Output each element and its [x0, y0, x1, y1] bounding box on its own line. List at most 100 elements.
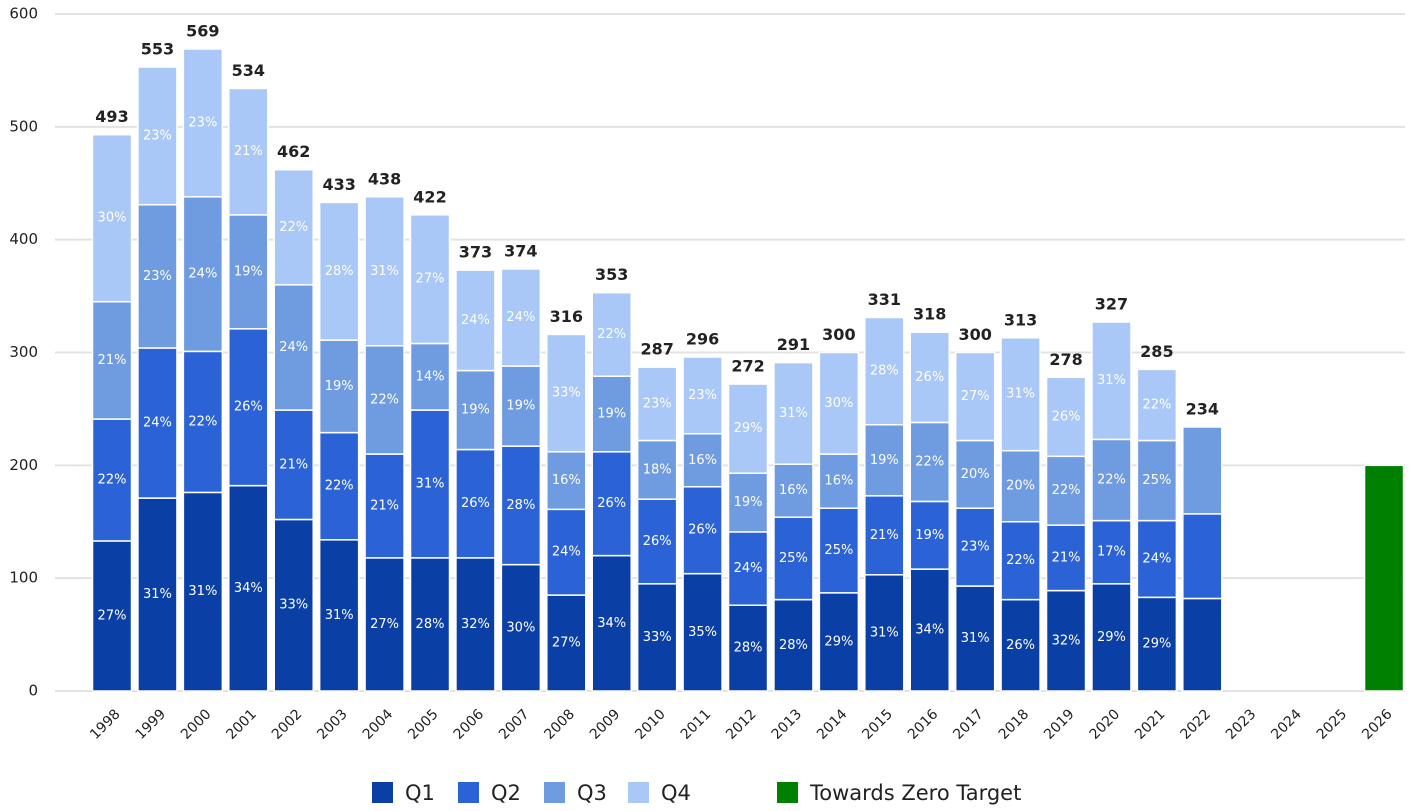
total-label: 300 — [958, 325, 991, 344]
segment-label: 19% — [506, 399, 535, 414]
segment-label: 19% — [915, 528, 944, 543]
bar-segment — [909, 421, 950, 503]
x-tick-label: 2009 — [587, 706, 624, 743]
bar-segment — [1182, 597, 1223, 692]
bar-segment — [818, 351, 860, 455]
bar-segment — [954, 585, 996, 692]
segment-label: 31% — [1006, 387, 1035, 402]
bar-segment — [1091, 583, 1132, 692]
bar-segment — [546, 508, 587, 596]
bar-segment — [91, 540, 133, 692]
segment-label: 34% — [234, 581, 263, 596]
bar-segment — [682, 356, 723, 435]
bar-segment — [409, 214, 451, 345]
x-tick-label: 2026 — [1359, 706, 1396, 743]
segment-label: 25% — [1142, 473, 1171, 488]
segment-label: 26% — [461, 496, 490, 511]
segment-label: 22% — [1142, 397, 1171, 412]
bar-segment — [773, 361, 814, 465]
bar-segment — [182, 350, 224, 494]
y-tick-label: 300 — [9, 343, 38, 361]
segment-label: 19% — [597, 406, 626, 421]
segment-label: 19% — [734, 495, 763, 510]
segment-label: 31% — [416, 476, 445, 491]
x-tick-label: 2025 — [1314, 706, 1351, 743]
legend-label: Q4 — [661, 781, 691, 805]
total-label: 318 — [913, 305, 946, 324]
x-tick-label: 1998 — [87, 706, 124, 743]
segment-label: 28% — [325, 264, 354, 279]
bar-segment — [137, 203, 178, 349]
segment-label: 22% — [597, 327, 626, 342]
x-tick-label: 2023 — [1223, 706, 1260, 743]
bar-segment — [909, 331, 950, 424]
segment-label: 16% — [552, 473, 581, 488]
segment-label: 32% — [1052, 633, 1081, 648]
bar-segment — [455, 448, 496, 559]
bar-segment — [318, 539, 360, 692]
x-tick-label: 2020 — [1087, 706, 1124, 743]
x-tick-label: 1999 — [133, 706, 170, 743]
total-label: 272 — [731, 357, 764, 376]
total-label: 285 — [1140, 342, 1173, 361]
segment-label: 24% — [143, 416, 172, 431]
segment-label: 22% — [1052, 483, 1081, 498]
total-label: 327 — [1095, 295, 1128, 314]
bar-segment — [318, 339, 360, 434]
bar-segment — [182, 48, 224, 198]
segment-label: 28% — [779, 638, 808, 653]
segment-label: 28% — [870, 364, 899, 379]
segment-label: 22% — [325, 479, 354, 494]
bar-segment — [455, 269, 496, 372]
total-label: 234 — [1186, 399, 1219, 418]
bar-segment — [228, 214, 269, 330]
segment-label: 26% — [1052, 409, 1081, 424]
total-label: 331 — [868, 290, 901, 309]
total-label: 374 — [504, 242, 537, 261]
bar-segment — [954, 507, 996, 587]
segment-label: 22% — [1097, 473, 1126, 488]
bar-segment — [1182, 513, 1223, 600]
segment-label: 31% — [870, 625, 899, 640]
total-label: 373 — [459, 243, 492, 262]
segment-label: 20% — [1006, 479, 1035, 494]
segment-label: 35% — [688, 625, 717, 640]
segment-label: 16% — [688, 453, 717, 468]
x-tick-label: 2021 — [1132, 706, 1169, 743]
bar-segment — [182, 196, 224, 353]
segment-label: 19% — [325, 379, 354, 394]
bar-segment — [91, 133, 133, 303]
segment-label: 30% — [98, 211, 127, 226]
legend-swatch — [777, 782, 798, 803]
bar-segment — [636, 439, 678, 500]
bar-segment — [137, 66, 178, 206]
segment-label: 21% — [370, 498, 399, 513]
x-tick-label: 2014 — [814, 706, 851, 743]
segment-label: 34% — [597, 616, 626, 631]
segment-label: 24% — [279, 340, 308, 355]
bar-segment — [546, 451, 587, 511]
x-tick-label: 2011 — [678, 706, 715, 743]
legend-label: Towards Zero Target — [809, 781, 1021, 805]
segment-label: 22% — [188, 414, 217, 429]
segment-label: 14% — [416, 369, 445, 384]
y-tick-label: 200 — [9, 456, 38, 474]
segment-label: 22% — [98, 473, 127, 488]
bar-segment — [864, 316, 905, 426]
segment-label: 26% — [643, 534, 672, 549]
segment-label: 31% — [370, 264, 399, 279]
total-label: 291 — [777, 335, 810, 354]
segment-label: 21% — [279, 457, 308, 472]
x-tick-label: 2016 — [905, 706, 942, 743]
bar-segment — [1045, 376, 1087, 458]
segment-label: 29% — [1097, 630, 1126, 645]
bar-segment — [818, 592, 860, 692]
x-tick-label: 2010 — [632, 706, 669, 743]
segment-label: 21% — [1052, 550, 1081, 565]
segment-label: 25% — [779, 551, 808, 566]
bar-segment — [727, 472, 769, 533]
total-label: 438 — [368, 169, 401, 188]
bar-segment — [409, 409, 451, 559]
segment-label: 26% — [234, 400, 263, 415]
total-label: 433 — [322, 175, 355, 194]
